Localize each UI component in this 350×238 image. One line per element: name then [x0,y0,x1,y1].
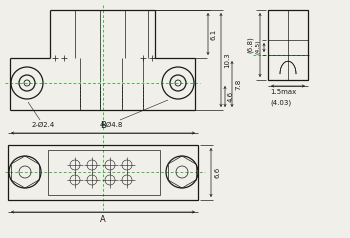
Text: (4.5): (4.5) [256,40,260,54]
Text: 10.3: 10.3 [224,52,230,68]
Text: 7.8: 7.8 [235,78,241,90]
Text: 4-Ø4.8: 4-Ø4.8 [100,122,123,128]
Text: 2-Ø2.4: 2-Ø2.4 [32,122,55,128]
Bar [48,150,160,195]
Text: (6.8): (6.8) [247,37,253,53]
Text: 4.6: 4.6 [228,90,234,102]
Bar [8,145,198,200]
Text: 6.6: 6.6 [215,166,221,178]
Text: 1.5max: 1.5max [270,89,296,95]
Text: 6.1: 6.1 [211,28,217,40]
Text: A: A [100,215,106,224]
Text: (4.03): (4.03) [270,100,291,106]
Bar [268,10,308,80]
Text: B: B [100,120,106,129]
